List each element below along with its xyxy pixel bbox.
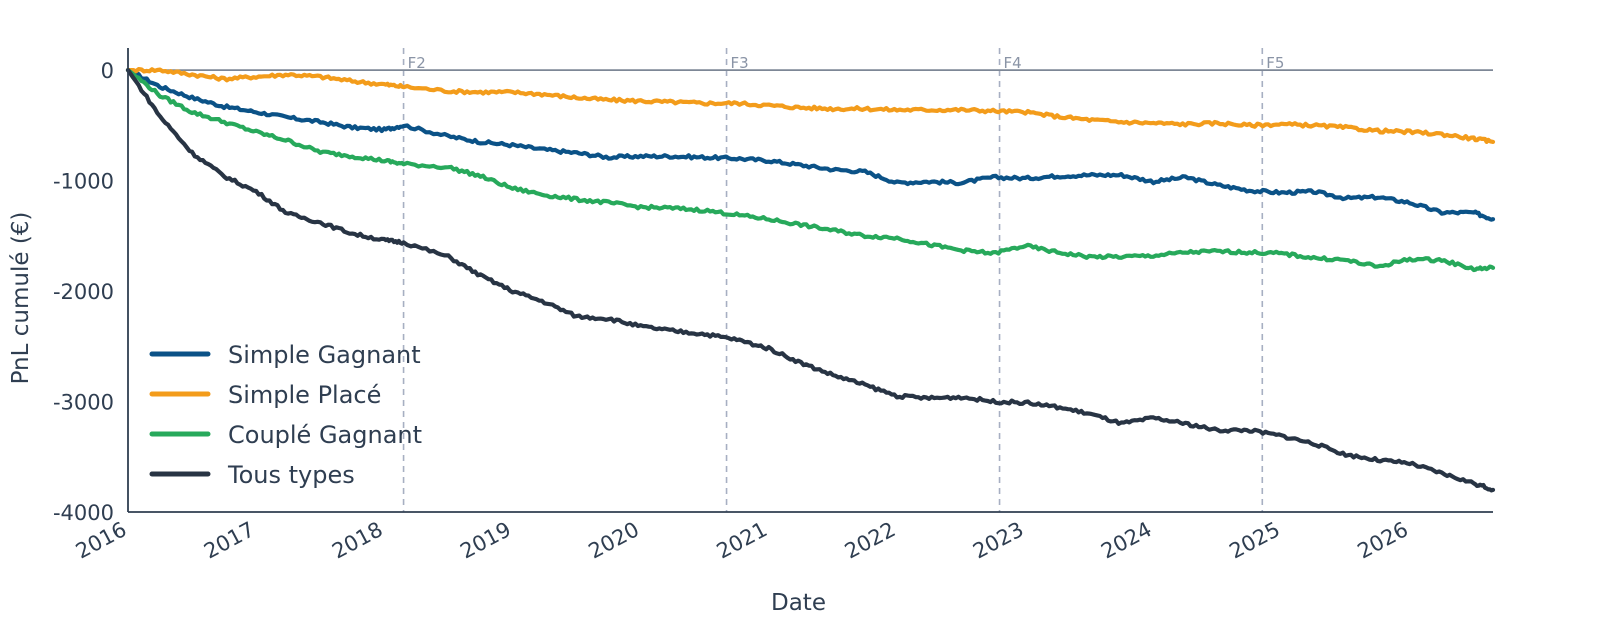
y-tick-label: -3000: [53, 391, 114, 415]
vline-label-f2: F2: [408, 54, 426, 72]
series-line-coupl-gagnant: [125, 67, 1496, 273]
legend-label-simple-gagnant: Simple Gagnant: [228, 341, 421, 369]
y-tick-label: -2000: [53, 280, 114, 304]
legend-label-coupl-gagnant: Couplé Gagnant: [228, 421, 422, 449]
legend-label-simple-plac-: Simple Placé: [228, 381, 381, 409]
series-line-simple-plac-: [125, 66, 1496, 144]
series-line-simple-gagnant: [125, 67, 1496, 222]
x-tick-label: 2020: [585, 517, 643, 563]
x-tick-label: 2024: [1097, 517, 1155, 563]
y-tick-label: -1000: [53, 170, 114, 194]
vline-label-f3: F3: [731, 54, 749, 72]
series-lines: [125, 66, 1496, 493]
vertical-markers: F2 F3 F4 F5: [402, 48, 1284, 512]
y-tick-label: 0: [101, 59, 114, 83]
x-tick-label: 2021: [713, 517, 771, 563]
y-tick-label: -4000: [53, 501, 114, 525]
x-tick-label: 2025: [1225, 517, 1283, 563]
x-tick-label: 2018: [328, 517, 386, 563]
x-tick-label: 2023: [969, 517, 1027, 563]
vline-label-f4: F4: [1004, 54, 1022, 72]
legend-label-tous-types: Tous types: [227, 461, 355, 489]
x-axis-title: Date: [771, 590, 826, 616]
legend: Simple Gagnant Simple Placé Couplé Gagnant…: [149, 341, 422, 489]
x-tick-label: 2026: [1354, 517, 1412, 563]
series-line-tous-types: [125, 67, 1496, 493]
axes: [127, 48, 1493, 513]
x-tick-label: 2017: [200, 517, 258, 563]
y-axis-title: PnL cumulé (€): [8, 212, 34, 385]
vline-label-f5: F5: [1266, 54, 1284, 72]
x-tick-label: 2019: [456, 517, 514, 563]
x-tick-label: 2022: [841, 517, 899, 563]
